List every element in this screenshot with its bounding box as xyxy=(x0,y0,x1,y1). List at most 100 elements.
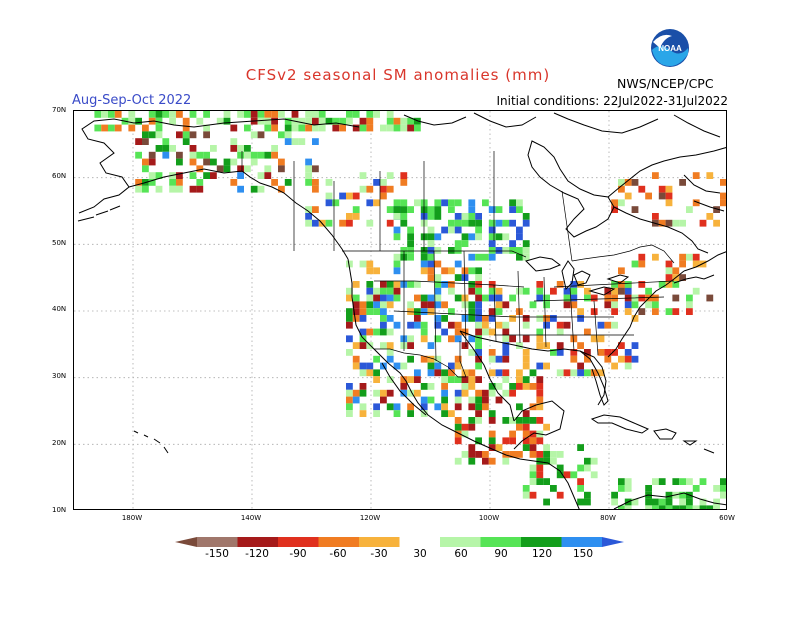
anomaly-cell xyxy=(216,117,224,125)
legend-swatch xyxy=(440,537,481,547)
anomaly-cell xyxy=(631,301,639,309)
anomaly-cell xyxy=(414,124,421,132)
anomaly-cell xyxy=(284,124,292,132)
anomaly-cell xyxy=(482,451,489,458)
anomaly-cell xyxy=(264,172,272,179)
anomaly-cell xyxy=(386,294,394,302)
anomaly-cell xyxy=(135,151,142,159)
anomaly-cell xyxy=(475,294,482,302)
anomaly-cell xyxy=(529,478,537,485)
anomaly-cell xyxy=(454,247,462,254)
anomaly-cell xyxy=(720,179,726,186)
anomaly-cell xyxy=(638,281,646,288)
anomaly-cell xyxy=(373,410,380,417)
anomaly-cell xyxy=(570,349,578,356)
anomaly-cell xyxy=(162,151,170,159)
anomaly-cell xyxy=(584,328,591,336)
anomaly-cell xyxy=(352,362,360,370)
anomaly-cell xyxy=(713,219,720,227)
anomaly-cell xyxy=(393,213,401,220)
anomaly-cell xyxy=(529,471,537,479)
anomaly-cell xyxy=(454,389,462,397)
anomaly-cell xyxy=(543,444,550,451)
anomaly-cell xyxy=(461,383,469,390)
anomaly-cell xyxy=(502,247,510,254)
anomaly-cell xyxy=(706,294,714,302)
anomaly-cell xyxy=(624,281,632,288)
anomaly-cell xyxy=(176,185,183,193)
anomaly-cell xyxy=(264,111,272,118)
anomaly-cell xyxy=(257,172,265,179)
anomaly-cell xyxy=(189,151,197,159)
anomaly-cell xyxy=(488,226,496,234)
agency-label: NWS/NCEP/CPC xyxy=(617,76,714,91)
anomaly-cell xyxy=(420,335,428,343)
anomaly-cell xyxy=(346,111,353,118)
anomaly-cell xyxy=(686,301,693,309)
anomaly-cell xyxy=(407,253,414,261)
anomaly-cell xyxy=(454,335,462,343)
anomaly-cell xyxy=(665,274,673,281)
anomaly-cell xyxy=(400,219,408,227)
color-legend xyxy=(175,537,624,547)
anomaly-cell xyxy=(665,308,673,315)
anomaly-cell xyxy=(461,423,469,431)
svg-text:NOAA: NOAA xyxy=(658,44,682,53)
anomaly-cell xyxy=(713,206,720,213)
anomaly-cell xyxy=(604,321,612,329)
anomaly-cell xyxy=(257,117,265,125)
anomaly-cell xyxy=(332,199,340,207)
anomaly-cell xyxy=(543,498,550,506)
anomaly-cell xyxy=(441,389,448,397)
anomaly-cell xyxy=(550,349,557,356)
anomaly-cell xyxy=(618,185,625,193)
anomaly-cell xyxy=(522,410,530,417)
anomaly-cell xyxy=(665,281,673,288)
anomaly-cell xyxy=(366,328,374,336)
anomaly-cell xyxy=(427,226,435,234)
anomaly-cell xyxy=(386,355,394,363)
anomaly-cell xyxy=(556,451,564,458)
anomaly-cell xyxy=(380,287,387,295)
anomaly-cell xyxy=(618,485,625,492)
anomaly-cell xyxy=(380,124,387,132)
anomaly-cell xyxy=(570,301,578,309)
anomaly-cell xyxy=(631,260,639,268)
anomaly-cell xyxy=(475,321,482,329)
anomaly-cell xyxy=(488,389,496,397)
anomaly-cell xyxy=(488,349,496,356)
anomaly-cell xyxy=(488,410,496,417)
anomaly-cell xyxy=(665,498,673,506)
legend-tick-label: 120 xyxy=(531,548,553,560)
anomaly-cell xyxy=(658,505,666,509)
anomaly-cell xyxy=(448,410,455,417)
anomaly-cell xyxy=(502,389,510,397)
legend-swatch xyxy=(237,537,278,547)
anomaly-cell xyxy=(570,287,578,295)
anomaly-cell xyxy=(291,124,299,132)
anomaly-cell xyxy=(176,179,183,186)
anomaly-cell xyxy=(516,369,523,377)
anomaly-cell xyxy=(611,308,618,315)
anomaly-cell xyxy=(407,240,414,247)
anomaly-cell xyxy=(448,308,455,315)
anomaly-cell xyxy=(407,376,414,383)
anomaly-cell xyxy=(189,185,197,193)
anomaly-cell xyxy=(536,281,544,288)
anomaly-cell xyxy=(468,444,476,451)
anomaly-cell xyxy=(454,355,462,363)
anomaly-cell xyxy=(475,451,482,458)
anomaly-cell xyxy=(346,294,353,302)
anomaly-cell xyxy=(516,233,523,241)
anomaly-cell xyxy=(577,315,584,322)
anomaly-cell xyxy=(414,199,421,207)
anomaly-cell xyxy=(597,335,605,343)
anomaly-cell xyxy=(611,294,618,302)
anomaly-cell xyxy=(631,206,639,213)
anomaly-cell xyxy=(502,328,510,336)
anomaly-cell xyxy=(516,423,523,431)
anomaly-cell xyxy=(237,145,244,152)
anomaly-cell xyxy=(475,287,482,295)
anomaly-cell xyxy=(624,179,632,186)
anomaly-cell xyxy=(339,219,346,227)
